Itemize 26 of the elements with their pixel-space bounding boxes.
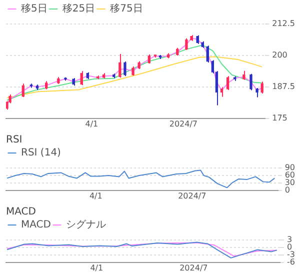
legend-label: 移5日 <box>21 2 48 15</box>
legend-label: 移75日 <box>110 2 143 15</box>
y-tick-label: 212.5 <box>272 19 296 28</box>
x-tick-label: 4/1 <box>90 263 104 272</box>
y-tick-label: -3 <box>287 250 296 260</box>
chart-title: RSI <box>6 134 22 146</box>
chart-title: MACD <box>6 206 36 218</box>
legend-label: シグナル <box>66 220 106 231</box>
y-tick-label: 0 <box>284 185 290 194</box>
legend-label: 移25日 <box>62 2 96 15</box>
x-tick-label: 4/1 <box>89 191 102 200</box>
y-tick-label: -6 <box>287 257 296 266</box>
y-tick-label: 90 <box>284 163 296 172</box>
legend-label: RSI (14) <box>21 148 62 159</box>
x-tick-label: 4/1 <box>85 119 98 128</box>
y-tick-label: 0 <box>287 242 292 252</box>
y-tick-label: 200 <box>272 50 288 60</box>
y-tick-label: 3 <box>287 235 292 244</box>
y-tick-label: 187.5 <box>272 82 296 92</box>
legend-label: MACD <box>21 220 52 231</box>
y-tick-label: 30 <box>284 178 296 188</box>
x-tick-label: 2024/7 <box>169 119 198 128</box>
x-tick-label: 2024/7 <box>180 263 208 272</box>
x-tick-label: 2024/7 <box>178 191 206 200</box>
y-tick-label: 60 <box>284 170 296 180</box>
y-tick-label: 175 <box>272 113 288 122</box>
